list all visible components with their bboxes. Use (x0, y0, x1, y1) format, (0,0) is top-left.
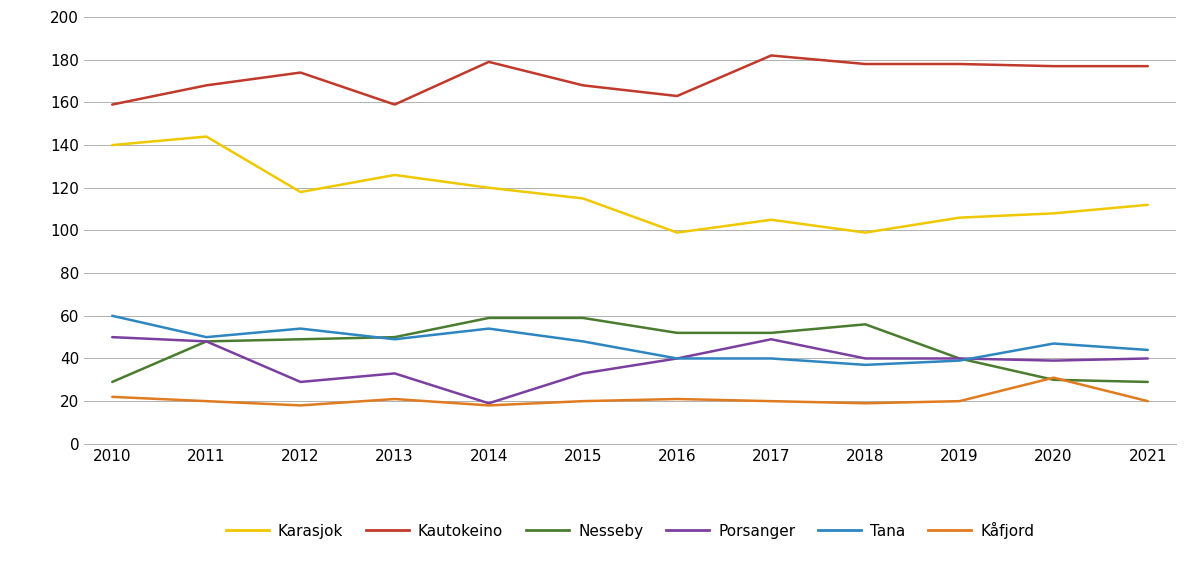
Legend: Karasjok, Kautokeino, Nesseby, Porsanger, Tana, Kåfjord: Karasjok, Kautokeino, Nesseby, Porsanger… (220, 516, 1040, 545)
